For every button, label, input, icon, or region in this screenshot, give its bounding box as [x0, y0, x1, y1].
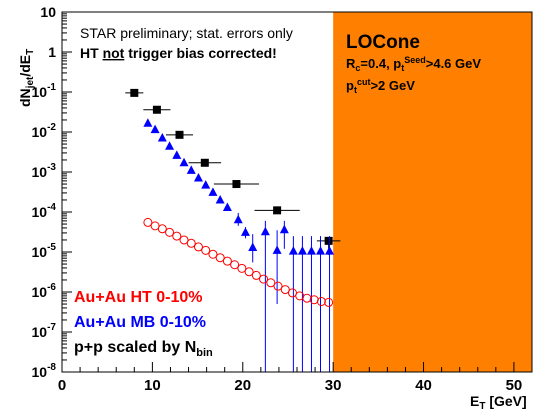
data-layer	[125, 88, 341, 372]
auau-ht-point	[230, 260, 240, 270]
legend-pp-scaled: p+p scaled by Nbin	[74, 339, 213, 359]
note-preliminary: STAR preliminary; stat. errors only	[80, 25, 293, 41]
x-tick-label: 10	[144, 377, 161, 394]
auau-mb-point	[186, 165, 196, 174]
pp-point	[273, 206, 282, 215]
algorithm-title: LOCone	[346, 32, 420, 53]
auau-ht-point	[208, 249, 218, 259]
note-trigger-bias: HT not trigger bias corrected!	[80, 45, 277, 61]
auau-mb-point	[157, 132, 167, 142]
auau-mb-point	[272, 245, 282, 254]
auau-ht-point	[324, 297, 334, 307]
auau-ht-point	[280, 285, 290, 295]
auau-mb-point	[193, 172, 203, 182]
x-tick-label: 0	[58, 377, 66, 394]
auau-ht-point	[316, 296, 326, 306]
auau-ht-point	[244, 267, 254, 277]
auau-mb-point	[279, 224, 289, 234]
cone-params: Rc=0.4, ptSeed>4.6 GeV	[346, 55, 481, 73]
pp-point	[130, 88, 139, 97]
excluded-region	[333, 12, 532, 372]
plot-frame	[61, 11, 533, 373]
auau-ht-point	[193, 242, 203, 252]
x-axis-title: ET [GeV]	[470, 393, 527, 412]
auau-mb-point	[165, 141, 175, 150]
auau-mb-point	[215, 194, 225, 204]
pp-point	[324, 236, 333, 245]
pp-point	[152, 105, 161, 114]
auau-ht-point	[186, 238, 196, 248]
auau-ht-point	[259, 274, 269, 284]
pp-point	[232, 180, 241, 189]
y-tick-label: 10-1	[32, 82, 57, 100]
tick-labels: 0 10 20 30 40 50 10 1 10-1 10-2 10-3 10-4 10-5 10-6 10…	[32, 4, 523, 394]
pp-point	[175, 130, 184, 139]
y-tick-label: 10-7	[32, 322, 57, 340]
y-tick-label: 10-3	[32, 162, 57, 180]
x-tick-label: 40	[415, 377, 432, 394]
x-tick-label: 20	[234, 377, 251, 394]
auau-ht-point	[179, 235, 189, 245]
auau-ht-point	[215, 253, 225, 263]
auau-mb-point	[233, 214, 243, 224]
auau-ht-point	[273, 281, 283, 291]
auau-ht-point	[266, 278, 276, 288]
auau-ht-point	[165, 227, 175, 237]
legend-au-au-ht: Au+Au HT 0-10%	[74, 289, 202, 306]
auau-mb-point	[201, 180, 211, 189]
x-tick-label: 50	[506, 377, 523, 394]
auau-mb-point	[240, 227, 250, 236]
auau-mb-point	[208, 187, 218, 196]
y-tick-label: 10-8	[32, 362, 57, 380]
auau-mb-point	[248, 242, 258, 251]
auau-ht-point	[172, 231, 182, 241]
auau-ht-point	[237, 263, 247, 273]
auau-mb-point	[172, 150, 182, 159]
auau-ht-point	[251, 270, 261, 280]
x-tick-label: 30	[325, 377, 342, 394]
pt-cut: ptcut>2 GeV	[346, 77, 415, 95]
legend-au-au-mb: Au+Au MB 0-10%	[74, 314, 206, 331]
auau-mb-point	[316, 246, 325, 255]
auau-mb-point	[306, 246, 316, 255]
auau-ht-point	[201, 245, 211, 255]
auau-ht-point	[302, 293, 312, 303]
y-tick-label: 10-5	[32, 242, 57, 260]
pp-point	[200, 158, 209, 167]
auau-mb-point	[150, 124, 160, 134]
auau-ht-point	[143, 217, 153, 227]
auau-ht-point	[222, 256, 232, 266]
auau-mb-point	[222, 202, 232, 211]
auau-mb-point	[325, 246, 335, 255]
auau-mb-point	[179, 157, 189, 167]
y-tick-label: 10-4	[32, 202, 57, 220]
auau-mb-point	[143, 118, 153, 127]
auau-mb-point	[297, 246, 307, 255]
axes	[61, 11, 533, 373]
auau-mb-point	[288, 246, 298, 255]
auau-mb-point	[260, 226, 270, 236]
y-tick-label: 10-6	[32, 282, 57, 300]
y-tick-label: 10-2	[32, 122, 57, 140]
auau-ht-point	[157, 224, 167, 234]
y-axis-title: dNjet/dET	[17, 49, 36, 107]
y-tick-label: 1	[48, 44, 56, 60]
y-tick-label: 10	[40, 4, 56, 20]
